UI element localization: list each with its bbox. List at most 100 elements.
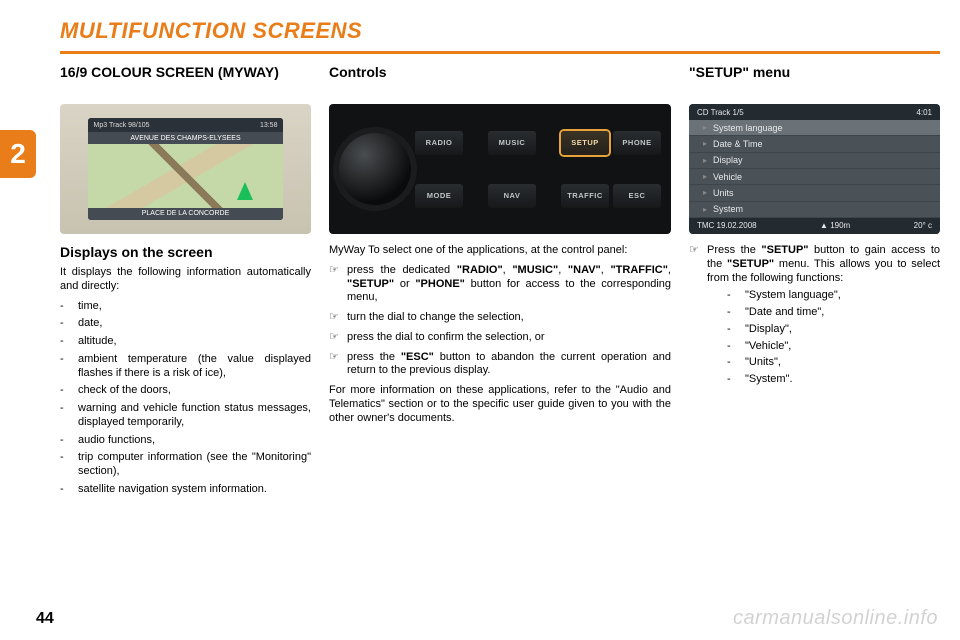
setup-bot-left: TMC 19.02.2008 — [697, 221, 757, 230]
panel-button-setup: SETUP — [561, 131, 609, 155]
setup-top-bar: CD Track 1/5 4:01 — [689, 104, 940, 120]
setup-menu-label: Vehicle — [713, 172, 742, 182]
dash-icon: - — [60, 317, 78, 331]
list-item-text: check of the doors, — [78, 384, 311, 398]
nav-top-right: 13:58 — [260, 122, 278, 129]
control-dial — [339, 133, 411, 205]
setup-bot-right: 20° c — [914, 221, 932, 230]
pointer-text: press the dedicated "RADIO", "MUSIC", "N… — [347, 264, 671, 305]
setup-menu-row: ▸ System — [689, 202, 940, 218]
pointer-icon: ☞ — [329, 331, 347, 345]
sub-list-item: -"Display", — [727, 323, 940, 337]
dash-icon: - — [727, 356, 745, 370]
col1-intro: It displays the following information au… — [60, 266, 311, 294]
dash-icon: - — [727, 289, 745, 303]
dash-icon: - — [727, 323, 745, 337]
nav-arrow-icon — [237, 182, 253, 200]
list-item-text: audio functions, — [78, 434, 311, 448]
col3-sub-list: -"System language",-"Date and time",-"Di… — [727, 289, 940, 387]
sub-list-text: "Units", — [745, 356, 781, 370]
list-item-text: satellite navigation system information. — [78, 483, 311, 497]
panel-button-esc: ESC — [613, 184, 661, 208]
list-item: -ambient temperature (the value displaye… — [60, 353, 311, 381]
list-item: -trip computer information (see the "Mon… — [60, 451, 311, 479]
setup-menu-row: ▸Display — [689, 153, 940, 169]
sub-list-text: "Display", — [745, 323, 792, 337]
list-item: -warning and vehicle function status mes… — [60, 402, 311, 430]
setup-menu-label: Date & Time — [713, 139, 763, 149]
setup-menu-label: Display — [713, 155, 743, 165]
setup-top-right: 4:01 — [916, 108, 932, 117]
col3-heading: "SETUP" menu — [689, 64, 940, 96]
menu-arrow-icon: ▸ — [703, 205, 707, 214]
panel-button-music: MUSIC — [488, 131, 536, 155]
list-item-text: trip computer information (see the "Moni… — [78, 451, 311, 479]
menu-arrow-icon: ▸ — [703, 123, 707, 132]
dash-icon: - — [60, 451, 78, 479]
content-columns: 16/9 COLOUR SCREEN (MYWAY) Mp3 Track 98/… — [60, 64, 940, 600]
list-item: -date, — [60, 317, 311, 331]
dash-icon: - — [727, 340, 745, 354]
nav-screen-figure: Mp3 Track 98/105 13:58 AVENUE DES CHAMPS… — [60, 104, 311, 234]
watermark: carmanualsonline.info — [733, 607, 938, 630]
sub-list-item: -"Units", — [727, 356, 940, 370]
pointer-item: ☞press the "ESC" button to abandon the c… — [329, 351, 671, 379]
dash-icon: - — [727, 306, 745, 320]
dash-icon: - — [60, 434, 78, 448]
setup-menu-row: ▸ Vehicle — [689, 169, 940, 185]
nav-top-bar: Mp3 Track 98/105 13:58 — [88, 118, 284, 132]
column-3: "SETUP" menu CD Track 1/5 4:01 ▸ System l… — [689, 64, 940, 600]
page-number: 44 — [36, 610, 54, 628]
col1-subheading: Displays on the screen — [60, 244, 311, 260]
column-2: Controls RADIOMUSICSETUPPHONEMODENAVTRAF… — [329, 64, 671, 600]
setup-bot-mid: ▲ 190m — [820, 221, 850, 230]
setup-bottom-bar: TMC 19.02.2008 ▲ 190m 20° c — [689, 218, 940, 234]
nav-top-left: Mp3 Track 98/105 — [94, 122, 150, 129]
page-title: MULTIFUNCTION SCREENS — [60, 18, 940, 44]
setup-menu-label: System — [713, 204, 743, 214]
sub-list-item: -"System language", — [727, 289, 940, 303]
list-item-text: ambient temperature (the value displayed… — [78, 353, 311, 381]
setup-menu-row: ▸ System language — [689, 120, 940, 136]
dash-icon: - — [60, 335, 78, 349]
col3-pointer: ☞ Press the "SETUP" button to gain acces… — [689, 244, 940, 390]
pointer-text: press the "ESC" button to abandon the cu… — [347, 351, 671, 379]
setup-menu-label: System language — [713, 123, 783, 133]
chapter-tab: 2 — [0, 130, 36, 178]
dash-icon: - — [60, 384, 78, 398]
pointer-text: turn the dial to change the selection, — [347, 311, 671, 325]
setup-menu-row: ▸Date & Time — [689, 136, 940, 152]
dash-icon: - — [60, 353, 78, 381]
pointer-item: ☞turn the dial to change the selection, — [329, 311, 671, 325]
sub-list-text: "Date and time", — [745, 306, 824, 320]
column-1: 16/9 COLOUR SCREEN (MYWAY) Mp3 Track 98/… — [60, 64, 311, 600]
pointer-icon: ☞ — [329, 311, 347, 325]
setup-menu-figure: CD Track 1/5 4:01 ▸System language▸Date … — [689, 104, 940, 234]
col2-pointer-list: ☞press the dedicated "RADIO", "MUSIC", "… — [329, 264, 671, 378]
sub-list-item: -"Date and time", — [727, 306, 940, 320]
nav-street-top: AVENUE DES CHAMPS-ELYSEES — [88, 132, 284, 144]
panel-button-mode: MODE — [415, 184, 463, 208]
col3-pointer-list: ☞ Press the "SETUP" button to gain acces… — [689, 244, 940, 390]
setup-menu-row: ▸Units — [689, 185, 940, 201]
list-item: -altitude, — [60, 335, 311, 349]
nav-street-bottom: PLACE DE LA CONCORDE — [88, 208, 284, 220]
list-item: -audio functions, — [60, 434, 311, 448]
menu-arrow-icon: ▸ — [703, 172, 707, 181]
menu-arrow-icon: ▸ — [703, 188, 707, 197]
list-item: -check of the doors, — [60, 384, 311, 398]
pointer-icon: ☞ — [329, 264, 347, 305]
panel-button-nav: NAV — [488, 184, 536, 208]
sub-list-item: -"System". — [727, 373, 940, 387]
col2-outro: For more information on these applicatio… — [329, 384, 671, 425]
list-item-text: warning and vehicle function status mess… — [78, 402, 311, 430]
col2-heading: Controls — [329, 64, 671, 96]
pointer-text: press the dial to confirm the selection,… — [347, 331, 671, 345]
list-item: -satellite navigation system information… — [60, 483, 311, 497]
pointer-icon: ☞ — [329, 351, 347, 379]
list-item-text: altitude, — [78, 335, 311, 349]
nav-map — [88, 144, 284, 207]
col1-list: -time,-date,-altitude,-ambient temperatu… — [60, 300, 311, 497]
dash-icon: - — [60, 300, 78, 314]
list-item: -time, — [60, 300, 311, 314]
